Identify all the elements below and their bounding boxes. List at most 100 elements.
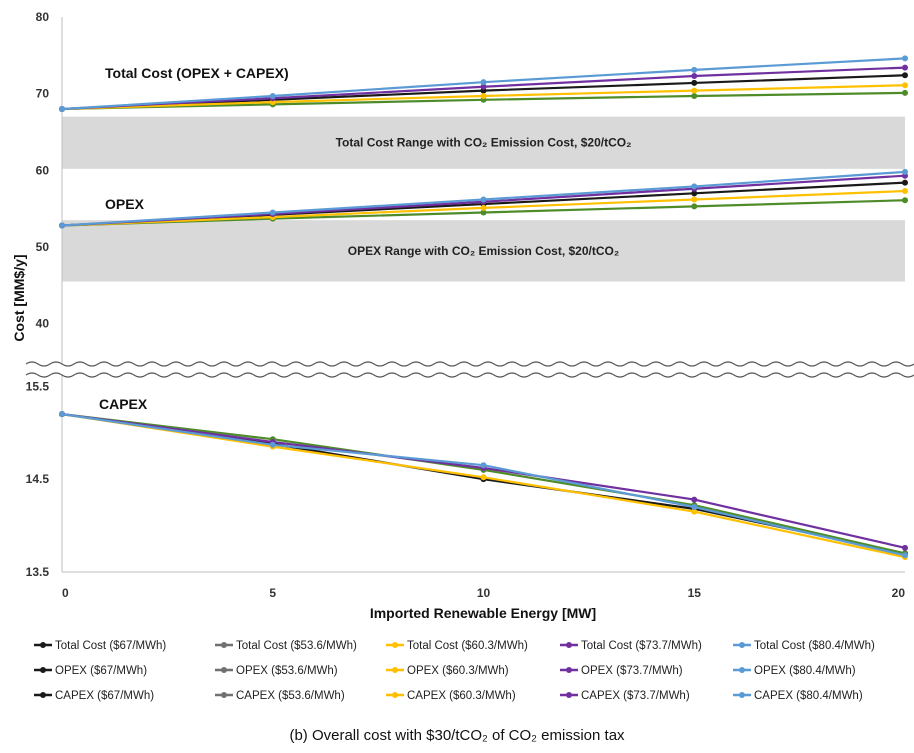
legend-item: CAPEX ($73.7/MWh) [560, 690, 690, 702]
axis-break-gap [26, 364, 909, 375]
legend-item: OPEX ($67/MWh) [34, 665, 147, 677]
data-point [902, 89, 908, 96]
data-point [480, 83, 487, 90]
data-point [691, 92, 698, 99]
series-line [59, 55, 908, 112]
opex-panel-label: OPEX [105, 196, 145, 212]
total-cost-panel-label: Total Cost (OPEX + CAPEX) [105, 65, 289, 81]
legend-label: OPEX ($53.6/MWh) [236, 665, 338, 677]
series-path [61, 413, 906, 555]
data-point [902, 55, 908, 62]
series-line [59, 411, 908, 559]
bands-layer: Total Cost Range with CO₂ Emission Cost,… [62, 116, 905, 282]
y-tick-label: 14.5 [26, 472, 50, 486]
legend-item: Total Cost ($60.3/MWh) [386, 640, 528, 652]
data-point [269, 92, 276, 99]
series-path [61, 413, 906, 557]
legend-item: OPEX ($73.7/MWh) [560, 665, 683, 677]
legend-item: OPEX ($53.6/MWh) [215, 665, 338, 677]
y-tick-label: 15.5 [26, 379, 50, 393]
legend-item: CAPEX ($80.4/MWh) [733, 690, 863, 702]
legend-swatch-marker [221, 667, 227, 673]
data-point [59, 222, 65, 229]
data-point [691, 66, 698, 73]
legend-swatch-marker [221, 692, 227, 698]
y-tick-label: 60 [36, 163, 50, 177]
labels-layer: Total Cost (OPEX + CAPEX) OPEX CAPEX Imp… [11, 65, 625, 744]
legend-item: CAPEX ($60.3/MWh) [386, 690, 516, 702]
data-point [691, 504, 698, 510]
legend-label: Total Cost ($67/MWh) [55, 640, 166, 652]
legend-swatch-marker [40, 692, 46, 698]
series-line [59, 411, 908, 561]
data-point [902, 168, 908, 175]
legend-label: CAPEX ($67/MWh) [55, 690, 154, 702]
legend-label: Total Cost ($80.4/MWh) [754, 640, 875, 652]
data-point [691, 190, 698, 197]
legend-swatch-marker [739, 642, 745, 648]
legend-swatch-marker [40, 667, 46, 673]
series-path [61, 413, 906, 559]
legend-label: OPEX ($80.4/MWh) [754, 665, 856, 677]
legend-swatch-marker [40, 642, 46, 648]
data-point [902, 552, 908, 559]
data-point [691, 183, 698, 190]
data-point [691, 203, 698, 210]
data-point [902, 82, 908, 89]
legend: Total Cost ($67/MWh) Total Cost ($53.6/MW… [34, 640, 875, 702]
legend-swatch-marker [566, 667, 572, 673]
data-point [902, 197, 908, 204]
legend-label: CAPEX ($60.3/MWh) [407, 690, 516, 702]
y-tick-label: 50 [36, 240, 50, 254]
data-point [59, 106, 65, 112]
figure-caption: (b) Overall cost with $30/tCO₂ of CO₂ em… [289, 727, 625, 744]
legend-swatch-marker [566, 642, 572, 648]
legend-label: CAPEX ($53.6/MWh) [236, 690, 345, 702]
legend-swatch-marker [221, 642, 227, 648]
capex-panel-label: CAPEX [99, 396, 148, 412]
data-point [902, 188, 908, 195]
legend-item: Total Cost ($73.7/MWh) [560, 640, 702, 652]
legend-swatch-marker [392, 692, 398, 698]
data-point [691, 87, 698, 94]
data-point [480, 196, 487, 203]
legend-item: Total Cost ($80.4/MWh) [733, 640, 875, 652]
data-point [691, 508, 698, 515]
series-line [59, 168, 908, 229]
data-point [691, 196, 698, 203]
legend-swatch-marker [392, 667, 398, 673]
y-tick-label: 13.5 [26, 565, 50, 579]
data-point [902, 544, 908, 551]
legend-label: Total Cost ($60.3/MWh) [407, 640, 528, 652]
range-band-label: Total Cost Range with CO₂ Emission Cost,… [336, 136, 632, 150]
legend-label: CAPEX ($73.7/MWh) [581, 690, 690, 702]
legend-swatch-marker [392, 642, 398, 648]
data-point [902, 72, 908, 79]
data-point [480, 204, 487, 211]
legend-label: OPEX ($60.3/MWh) [407, 665, 509, 677]
legend-label: OPEX ($73.7/MWh) [581, 665, 683, 677]
data-point [269, 209, 276, 216]
legend-label: CAPEX ($80.4/MWh) [754, 690, 863, 702]
x-axis-title: Imported Renewable Energy [MW] [370, 605, 596, 621]
x-tick-label: 15 [688, 586, 702, 600]
y-tick-label: 70 [36, 87, 50, 101]
series-layer [59, 55, 908, 561]
x-tick-label: 20 [892, 586, 906, 600]
legend-swatch-marker [739, 667, 745, 673]
range-band [62, 220, 905, 282]
legend-item: OPEX ($60.3/MWh) [386, 665, 509, 677]
data-point [902, 179, 908, 186]
series-path [61, 413, 906, 555]
range-band-label: OPEX Range with CO₂ Emission Cost, $20/t… [348, 244, 619, 258]
x-tick-label: 10 [477, 586, 491, 600]
y-axis-title: Cost [MM$/y] [11, 254, 27, 341]
axis-break-line [25, 361, 914, 367]
legend-label: Total Cost ($73.7/MWh) [581, 640, 702, 652]
legend-swatch-marker [739, 692, 745, 698]
x-tick-label: 0 [62, 586, 69, 600]
legend-swatch-marker [566, 692, 572, 698]
data-point [480, 462, 487, 469]
